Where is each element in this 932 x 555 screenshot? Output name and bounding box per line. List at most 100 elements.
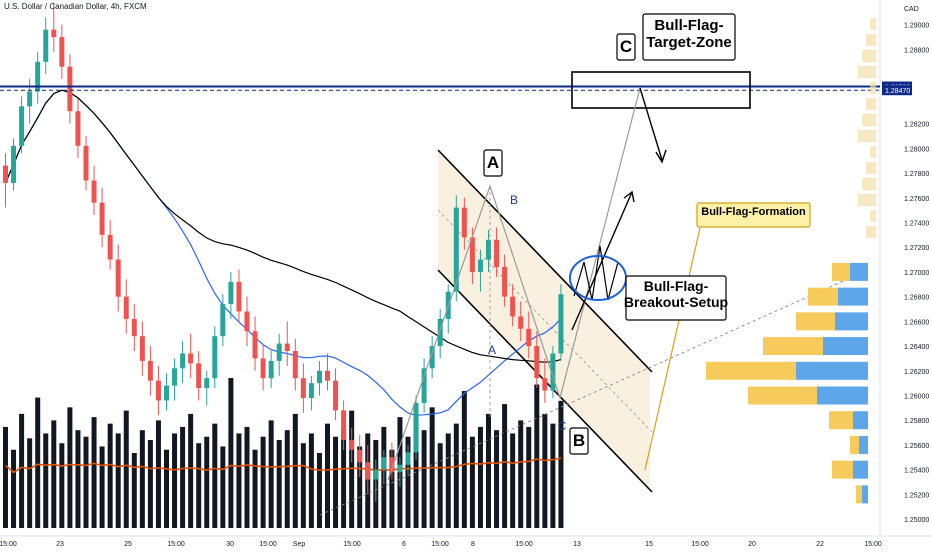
candle-body (381, 457, 387, 470)
volume-bar (550, 423, 556, 528)
volume-profile-buy (808, 287, 838, 306)
volume-profile-faint (862, 114, 876, 126)
volume-profile-faint (870, 82, 876, 94)
price-tick-label: 1.28800 (904, 47, 929, 54)
volume-bar (389, 449, 395, 528)
volume-bar (292, 413, 298, 528)
volume-ma-line (4, 457, 562, 474)
price-tick-label: 1.26400 (904, 344, 929, 351)
candle-body (341, 410, 347, 440)
label-C-small: C (558, 419, 567, 433)
candle-body (502, 266, 508, 297)
volume-profile-faint (866, 98, 876, 110)
candle-body (413, 402, 419, 453)
candle-body (437, 318, 443, 347)
candle-body (196, 363, 202, 389)
volume-profile-sell (835, 312, 868, 331)
volume-bar (43, 433, 49, 528)
time-tick-label: 6 (402, 541, 406, 548)
volume-bar (83, 436, 89, 528)
volume-bar (453, 423, 459, 528)
volume-profile-buy (850, 435, 859, 454)
candle-body (558, 294, 564, 354)
volume-bar (518, 420, 524, 528)
time-tick-label: 20 (748, 541, 756, 548)
volume-profile-buy (706, 361, 796, 380)
price-tick-label: 1.26000 (904, 394, 929, 401)
breakout-arrow-head (623, 190, 635, 203)
volume-bar (325, 423, 330, 528)
time-tick-label: 15:00 (167, 541, 185, 548)
candle-body (67, 66, 73, 112)
candle-body (429, 346, 435, 369)
volume-profile-faint (870, 146, 876, 158)
price-tick-label: 1.28000 (904, 146, 929, 153)
volume-bar (308, 433, 314, 528)
volume-profile-faint (858, 66, 876, 78)
candle-body (365, 462, 371, 480)
volume-bar (300, 443, 306, 528)
volume-bar (510, 433, 516, 528)
volume-bar (542, 413, 548, 528)
candle-body (325, 370, 330, 381)
price-line-label-bg (882, 85, 912, 96)
candle-body (244, 311, 250, 332)
candle-body (99, 202, 105, 235)
time-tick-label: 8 (471, 541, 475, 548)
label-breakout-setup-text: Bull-Flag- (644, 278, 709, 294)
candle-body (477, 259, 483, 272)
candle-body (91, 180, 97, 203)
candle-body (180, 353, 186, 369)
volume-bar (405, 436, 411, 528)
volume-bar (445, 433, 451, 528)
price-tick-label: 1.25200 (904, 492, 929, 499)
volume-bar (534, 384, 540, 528)
breakout-zigzag (573, 245, 619, 301)
candle-body (534, 346, 540, 379)
price-tick-label: 1.27800 (904, 171, 929, 178)
volume-bar (188, 413, 194, 528)
candle-body (27, 91, 33, 107)
candle-body (228, 281, 234, 305)
volume-bar (107, 423, 113, 528)
time-tick-label: 15 (645, 541, 653, 548)
volume-bar (115, 433, 121, 528)
price-unit-label: CAD (904, 6, 919, 13)
candle-body (35, 61, 41, 92)
volume-profile-sell (817, 386, 868, 405)
volume-bar (486, 413, 491, 528)
candle-body (115, 259, 121, 297)
label-A-box (483, 149, 503, 177)
volume-profile-buy (748, 386, 817, 405)
candle-body (518, 316, 524, 329)
label-C-box (616, 33, 636, 61)
label-B-small: B (510, 193, 518, 207)
time-tick-label: 23 (56, 541, 64, 548)
volume-bar (155, 420, 161, 528)
time-tick-label: 30 (226, 541, 234, 548)
time-tick-label: 22 (816, 541, 824, 548)
volume-bar (244, 426, 250, 528)
time-tick-label: 15:00 (0, 541, 17, 548)
volume-bar (333, 436, 339, 528)
candle-body (308, 383, 314, 398)
price-tick-label: 1.26600 (904, 319, 929, 326)
volume-profile-buy (763, 337, 823, 356)
chart-title: U.S. Dollar / Canadian Dollar, 4h, FXCM (4, 2, 147, 11)
volume-bar (220, 446, 226, 528)
price-tick-label: 1.27200 (904, 245, 929, 252)
candle-body (276, 343, 282, 361)
candle-body (107, 234, 113, 260)
volume-profile-buy (856, 485, 862, 504)
volume-bar (236, 433, 242, 528)
candle-body (389, 457, 395, 473)
time-axis-bg (0, 536, 932, 550)
volume-profile-sell (859, 435, 868, 454)
volume-profile-sell (853, 460, 868, 479)
price-tick-label: 1.28200 (904, 122, 929, 129)
candle-body (155, 380, 161, 401)
label-formation-text: Bull-Flag-Formation (701, 206, 806, 218)
volume-bar (11, 449, 17, 528)
